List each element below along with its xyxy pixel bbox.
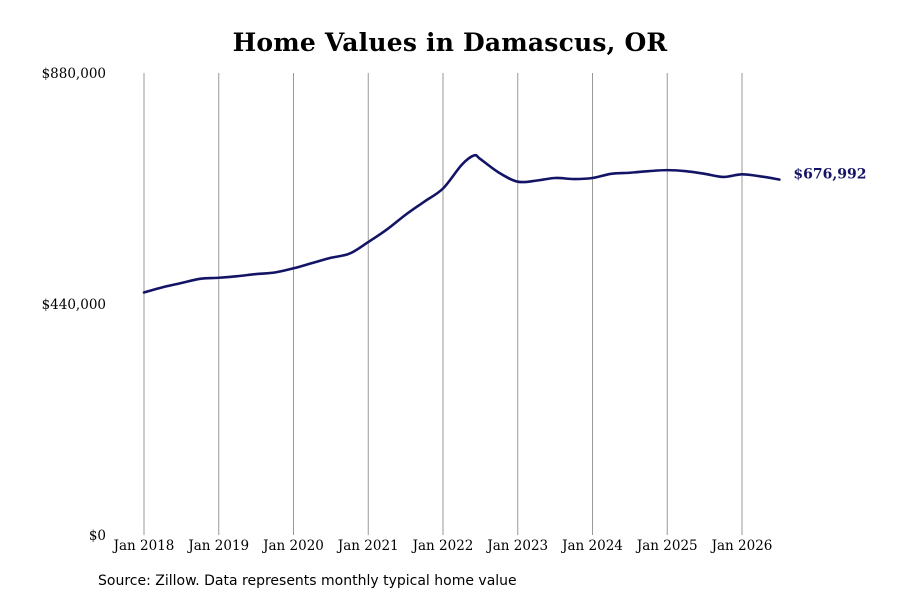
x-tick-label: Jan 2024 <box>560 538 623 554</box>
chart-source-note: Source: Zillow. Data represents monthly … <box>98 573 517 589</box>
y-tick-label: $440,000 <box>42 297 106 313</box>
home-value-line <box>142 153 781 294</box>
x-tick-label: Jan 2023 <box>485 538 548 554</box>
x-tick-label: Jan 2019 <box>186 538 249 554</box>
y-tick-label: $0 <box>89 528 106 544</box>
x-tick-label: Jan 2021 <box>336 538 399 554</box>
x-tick-label: Jan 2022 <box>411 538 474 554</box>
chart-title: Home Values in Damascus, OR <box>232 28 668 57</box>
x-tick-label: Jan 2025 <box>635 538 698 554</box>
x-tick-label: Jan 2020 <box>261 538 324 554</box>
x-tick-label: Jan 2026 <box>710 538 773 554</box>
y-tick-label: $880,000 <box>42 66 106 82</box>
latest-value-label: $676,992 <box>793 167 866 183</box>
x-tick-label: Jan 2018 <box>112 538 175 554</box>
